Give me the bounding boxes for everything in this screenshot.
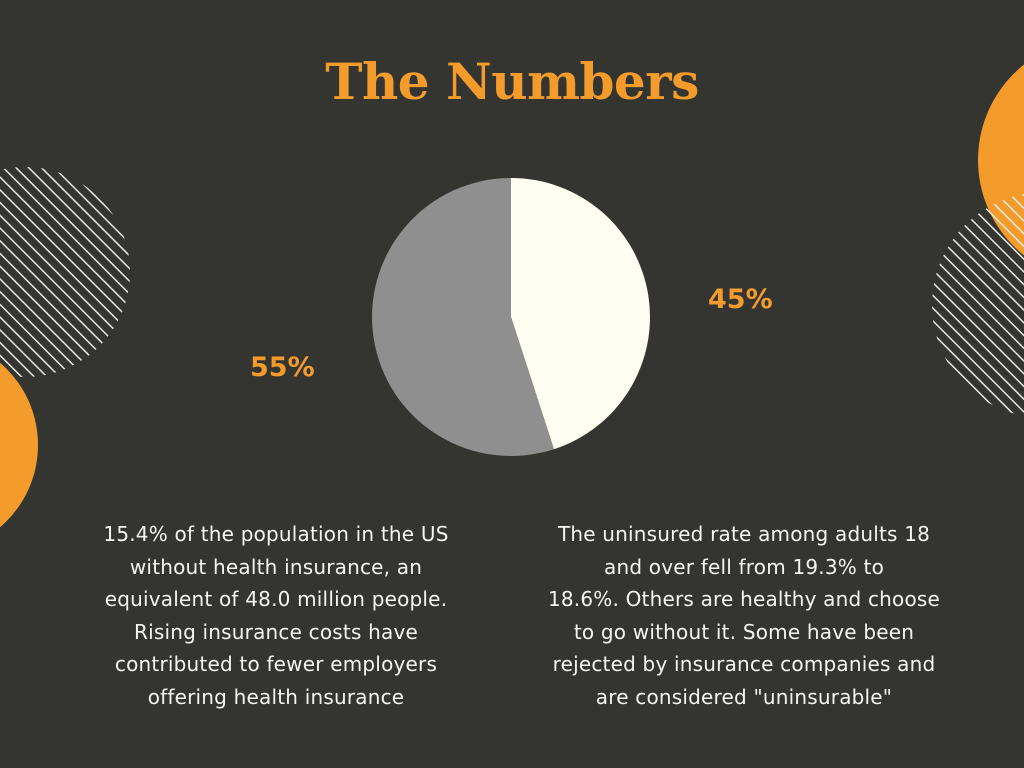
right-paragraph-line: rejected by insurance companies and (552, 652, 936, 676)
left-paragraph-line: equivalent of 48.0 million people. (104, 587, 448, 611)
left-paragraph-line: Rising insurance costs have (133, 619, 419, 644)
slice-label-55: 55% (250, 352, 315, 383)
pie-chart (372, 178, 651, 456)
right-paragraph-line: and over fell from 19.3% to (603, 554, 885, 579)
right-paragraph-line: The uninsured rate among adults 18 (557, 522, 931, 546)
left-paragraph-line: contributed to fewer employers (114, 652, 438, 676)
right-paragraph-line: to go without it. Some have been (573, 619, 915, 644)
right-paragraph: The uninsured rate among adults 18 and o… (528, 518, 960, 713)
left-paragraph-line: offering health insurance (147, 684, 405, 709)
left-orange-circle (0, 362, 38, 528)
right-paragraph-line: are considered "uninsurable" (595, 684, 893, 709)
left-striped-circle (0, 167, 130, 377)
right-paragraph-line: 18.6%. Others are healthy and choose (547, 587, 941, 611)
pie-slice-55 (372, 178, 554, 456)
left-paragraph: 15.4% of the population in the US withou… (80, 518, 472, 713)
left-paragraph-line: 15.4% of the population in the US (103, 522, 449, 546)
page-title: The Numbers (325, 52, 699, 111)
left-paragraph-line: without health insurance, an (129, 554, 423, 579)
right-striped-circle (932, 193, 1024, 417)
slice-label-45: 45% (708, 284, 773, 315)
pie-slice-45 (511, 178, 651, 450)
